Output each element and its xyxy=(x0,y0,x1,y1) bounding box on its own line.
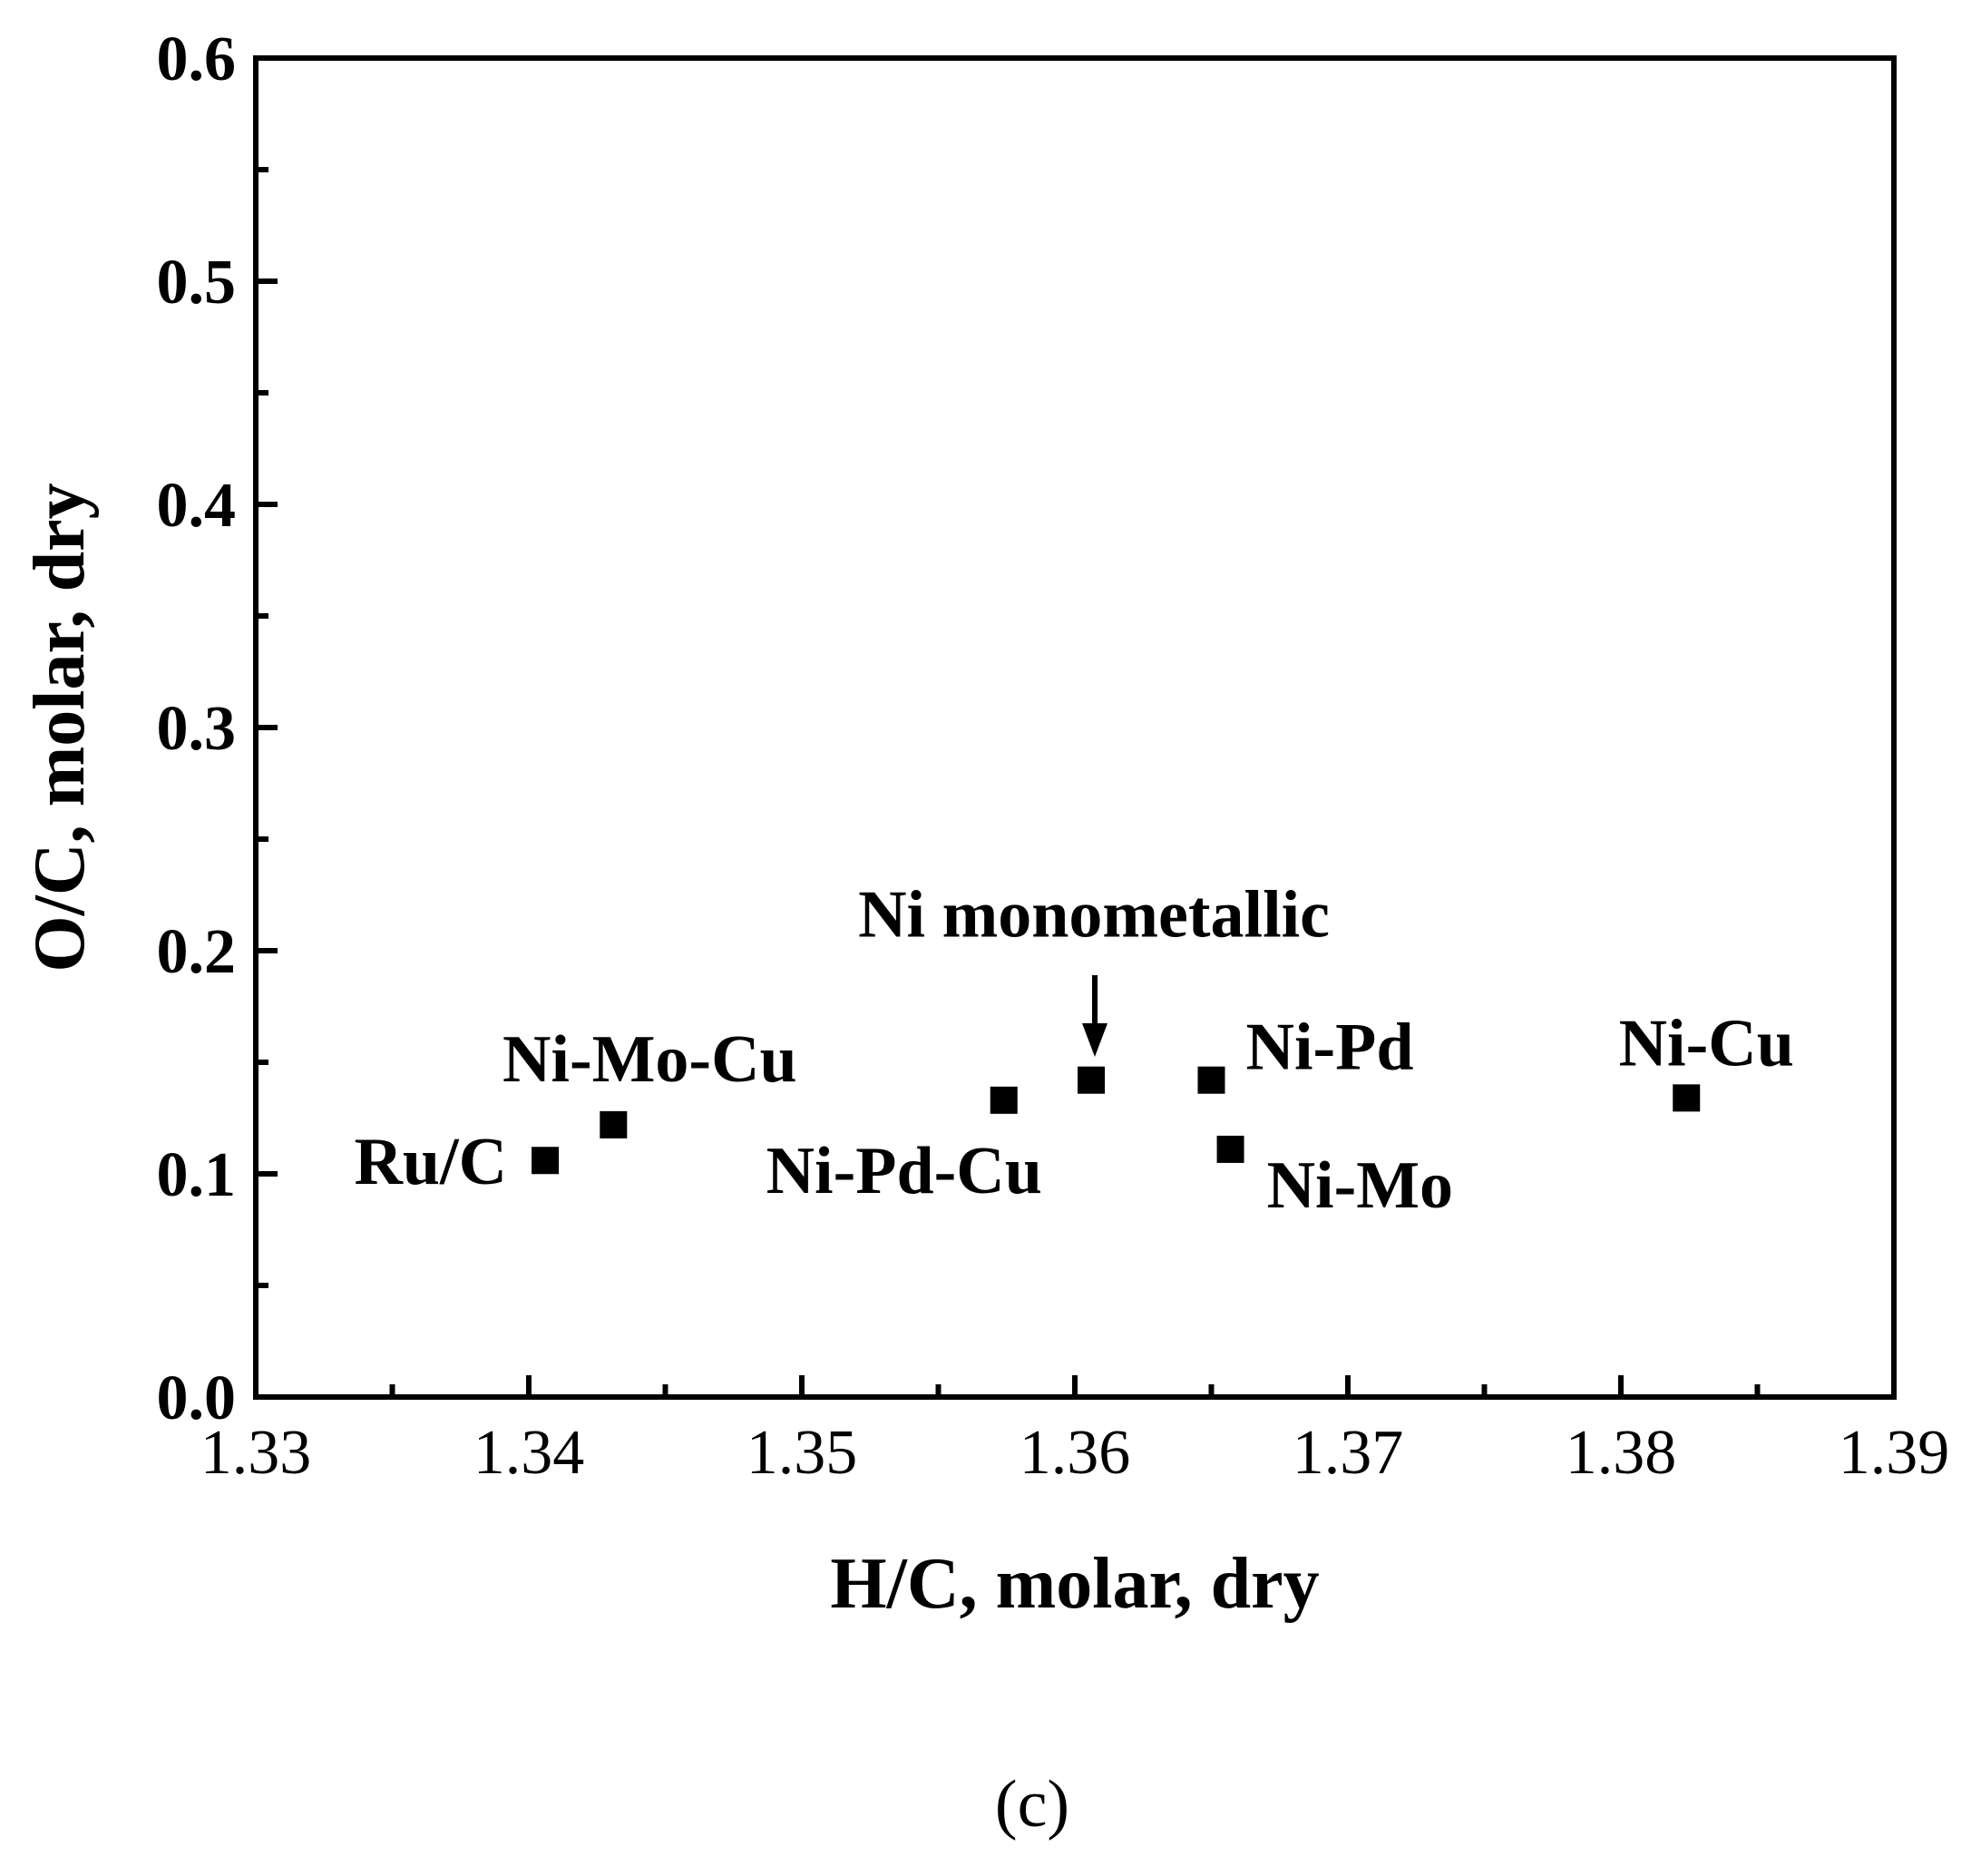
data-point xyxy=(1078,1066,1106,1094)
data-point-label: Ni-Mo-Cu xyxy=(503,1022,797,1097)
y-axis-label: O/C, molar, dry xyxy=(20,483,100,972)
x-tick-label: 1.36 xyxy=(1020,1418,1131,1488)
x-tick-label: 1.38 xyxy=(1566,1418,1677,1488)
x-tick-label: 1.35 xyxy=(746,1418,858,1488)
data-point-label: Ru/C xyxy=(354,1125,507,1199)
y-tick-label: 0.1 xyxy=(157,1140,237,1210)
y-tick-label: 0.3 xyxy=(157,694,237,764)
data-point-label: Ni-Cu xyxy=(1619,1006,1794,1080)
data-point xyxy=(1197,1066,1225,1094)
data-point xyxy=(1216,1135,1244,1163)
data-point-label: Ni-Pd-Cu xyxy=(766,1134,1042,1208)
y-tick-label: 0.2 xyxy=(157,917,237,987)
x-axis-ticks: 1.33 1.34 1.35 1.36 1.37 1.38 1.39 xyxy=(200,1375,1950,1488)
annotation-arrow-head xyxy=(1082,1023,1107,1057)
panel-label: (c) xyxy=(995,1767,1069,1842)
x-tick-label: 1.37 xyxy=(1293,1418,1404,1488)
data-point xyxy=(532,1147,560,1175)
data-point xyxy=(600,1110,628,1138)
data-point xyxy=(1673,1084,1701,1112)
data-point-labels: Ru/C Ni-Mo-Cu Ni-Pd-Cu Ni monometallic Ni-Pd… xyxy=(354,878,1793,1223)
data-points xyxy=(532,1066,1701,1175)
y-tick-label: 0.6 xyxy=(157,24,237,94)
data-point-label: Ni-Pd xyxy=(1246,1011,1414,1085)
y-tick-label: 0.4 xyxy=(157,471,237,541)
data-point xyxy=(990,1086,1018,1114)
x-axis-label: H/C, molar, dry xyxy=(830,1544,1319,1624)
x-tick-label: 1.39 xyxy=(1839,1418,1950,1488)
x-tick-label: 1.34 xyxy=(473,1418,585,1488)
x-tick-label: 1.33 xyxy=(200,1418,312,1488)
y-axis-ticks: 0.0 0.1 0.2 0.3 0.4 0.5 0.6 xyxy=(157,24,278,1433)
data-point-label: Ni monometallic xyxy=(858,878,1330,953)
y-tick-label: 0.0 xyxy=(157,1363,237,1433)
y-tick-label: 0.5 xyxy=(157,248,237,318)
data-point-label: Ni-Mo xyxy=(1267,1148,1454,1223)
